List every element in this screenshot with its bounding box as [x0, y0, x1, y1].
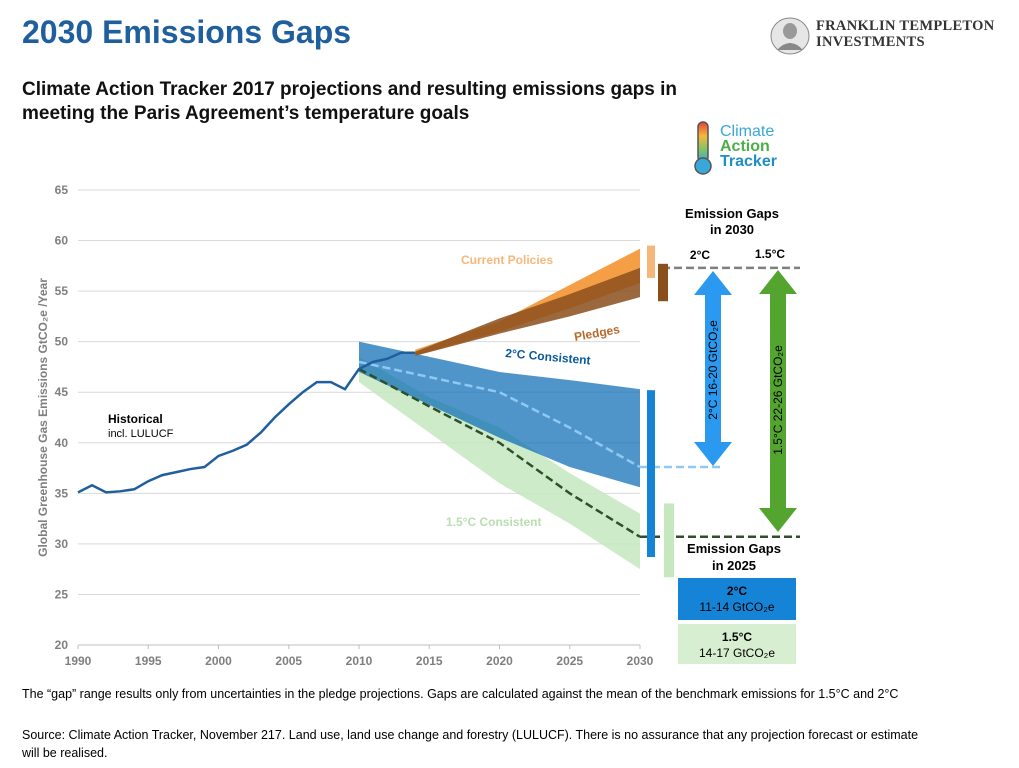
gaps-2025-heading-line-1: Emission Gaps — [687, 541, 781, 556]
gap-arrow-1-5c-text: 1.5°C 22-26 GtCO₂e — [771, 345, 785, 455]
x-tick-label: 2005 — [275, 654, 302, 668]
band-pledges — [415, 267, 640, 356]
gaps-2025-heading-line-2: in 2025 — [712, 558, 756, 573]
y-tick-label: 50 — [55, 335, 69, 349]
franklin-templeton-logo: FRANKLIN TEMPLETON INVESTMENTS — [768, 16, 1008, 56]
gaps-2030-2c-label: 2°C — [690, 248, 710, 262]
label-1-5c-consistent: 1.5°C Consistent — [446, 515, 541, 529]
y-tick-label: 35 — [55, 486, 69, 500]
page-title: 2030 Emissions Gaps — [22, 14, 352, 50]
x-tick-label: 2020 — [486, 654, 513, 668]
label-2c-consistent: 2°C Consistent — [505, 346, 591, 367]
y-tick-label: 55 — [55, 284, 69, 298]
gap-arrow-2c — [694, 271, 732, 466]
y-tick-label: 65 — [55, 183, 69, 197]
label-historical-sub: incl. LULUCF — [108, 428, 174, 440]
x-tick-label: 2015 — [416, 654, 443, 668]
climate-action-tracker-logo: Climate Action Tracker — [692, 120, 802, 178]
chart-subtitle: Climate Action Tracker 2017 projections … — [22, 79, 677, 124]
gaps-2025-1-5c-box — [678, 624, 796, 664]
label-historical: Historical — [108, 412, 163, 426]
gaps-2025-2c-line-1: 2°C — [727, 584, 747, 598]
range-bar-1-5c — [664, 503, 674, 578]
series-lines — [77, 351, 641, 538]
x-tick-label: 2000 — [205, 654, 232, 668]
brand-line-1: FRANKLIN TEMPLETON — [816, 18, 995, 34]
label-current-policies: Current Policies — [461, 253, 553, 267]
cat-logo-line-1: Climate — [720, 123, 775, 140]
source-note: Source: Climate Action Tracker, November… — [22, 728, 919, 760]
gap-arrow-1-5c — [759, 270, 797, 532]
x-tick-label: 1995 — [135, 654, 162, 668]
line-historical — [77, 351, 416, 494]
gaps-2025-2c-box — [678, 578, 796, 620]
x-tick-label: 1990 — [65, 654, 92, 668]
y-axis-label: Global Greenhouse Gas Emissions GtCO₂e /… — [36, 278, 50, 557]
line-2c-mean — [358, 360, 641, 469]
franklin-portrait-icon — [770, 17, 810, 55]
gaps-2030-heading-line-2: in 2030 — [710, 222, 754, 237]
y-tick-label: 60 — [55, 234, 69, 248]
brand-line-2: INVESTMENTS — [816, 34, 925, 50]
y-tick-label: 25 — [55, 587, 69, 601]
cat-logo-line-3: Tracker — [720, 153, 777, 170]
gaps-2030-1-5c-label: 1.5°C — [755, 247, 785, 261]
footnote: The “gap” range results only from uncert… — [22, 687, 899, 701]
x-tick-label: 2025 — [556, 654, 583, 668]
y-tick-label: 45 — [55, 385, 69, 399]
line-1-5c-mean — [358, 367, 641, 538]
y-tick-label: 20 — [55, 638, 69, 652]
cat-logo-line-2: Action — [720, 138, 770, 155]
gaps-2025-1-5c-line-2: 14-17 GtCO₂e — [699, 646, 775, 660]
range-bar-pledges — [658, 263, 668, 302]
range-bar-current-policies — [647, 245, 655, 278]
gaps-2025-1-5c-line-1: 1.5°C — [722, 630, 752, 644]
label-pledges: Pledges — [573, 322, 621, 344]
gap-arrow-2c-text: 2°C 16-20 GtCO₂e — [706, 320, 720, 420]
x-tick-label: 2010 — [346, 654, 373, 668]
gap-annotations: 2°C 16-20 GtCO₂e 1.5°C 22-26 GtCO₂e Emissi… — [640, 206, 800, 664]
y-tick-label: 40 — [55, 436, 69, 450]
gaps-2030-heading-line-1: Emission Gaps — [685, 206, 779, 221]
gaps-2025-2c-line-2: 11-14 GtCO₂e — [699, 600, 774, 614]
range-bar-2c — [647, 390, 655, 558]
band-1-5c-consistent — [359, 356, 640, 570]
x-tick-label: 2030 — [627, 654, 654, 668]
y-tick-label: 30 — [55, 537, 69, 551]
thermometer-icon — [694, 121, 712, 175]
